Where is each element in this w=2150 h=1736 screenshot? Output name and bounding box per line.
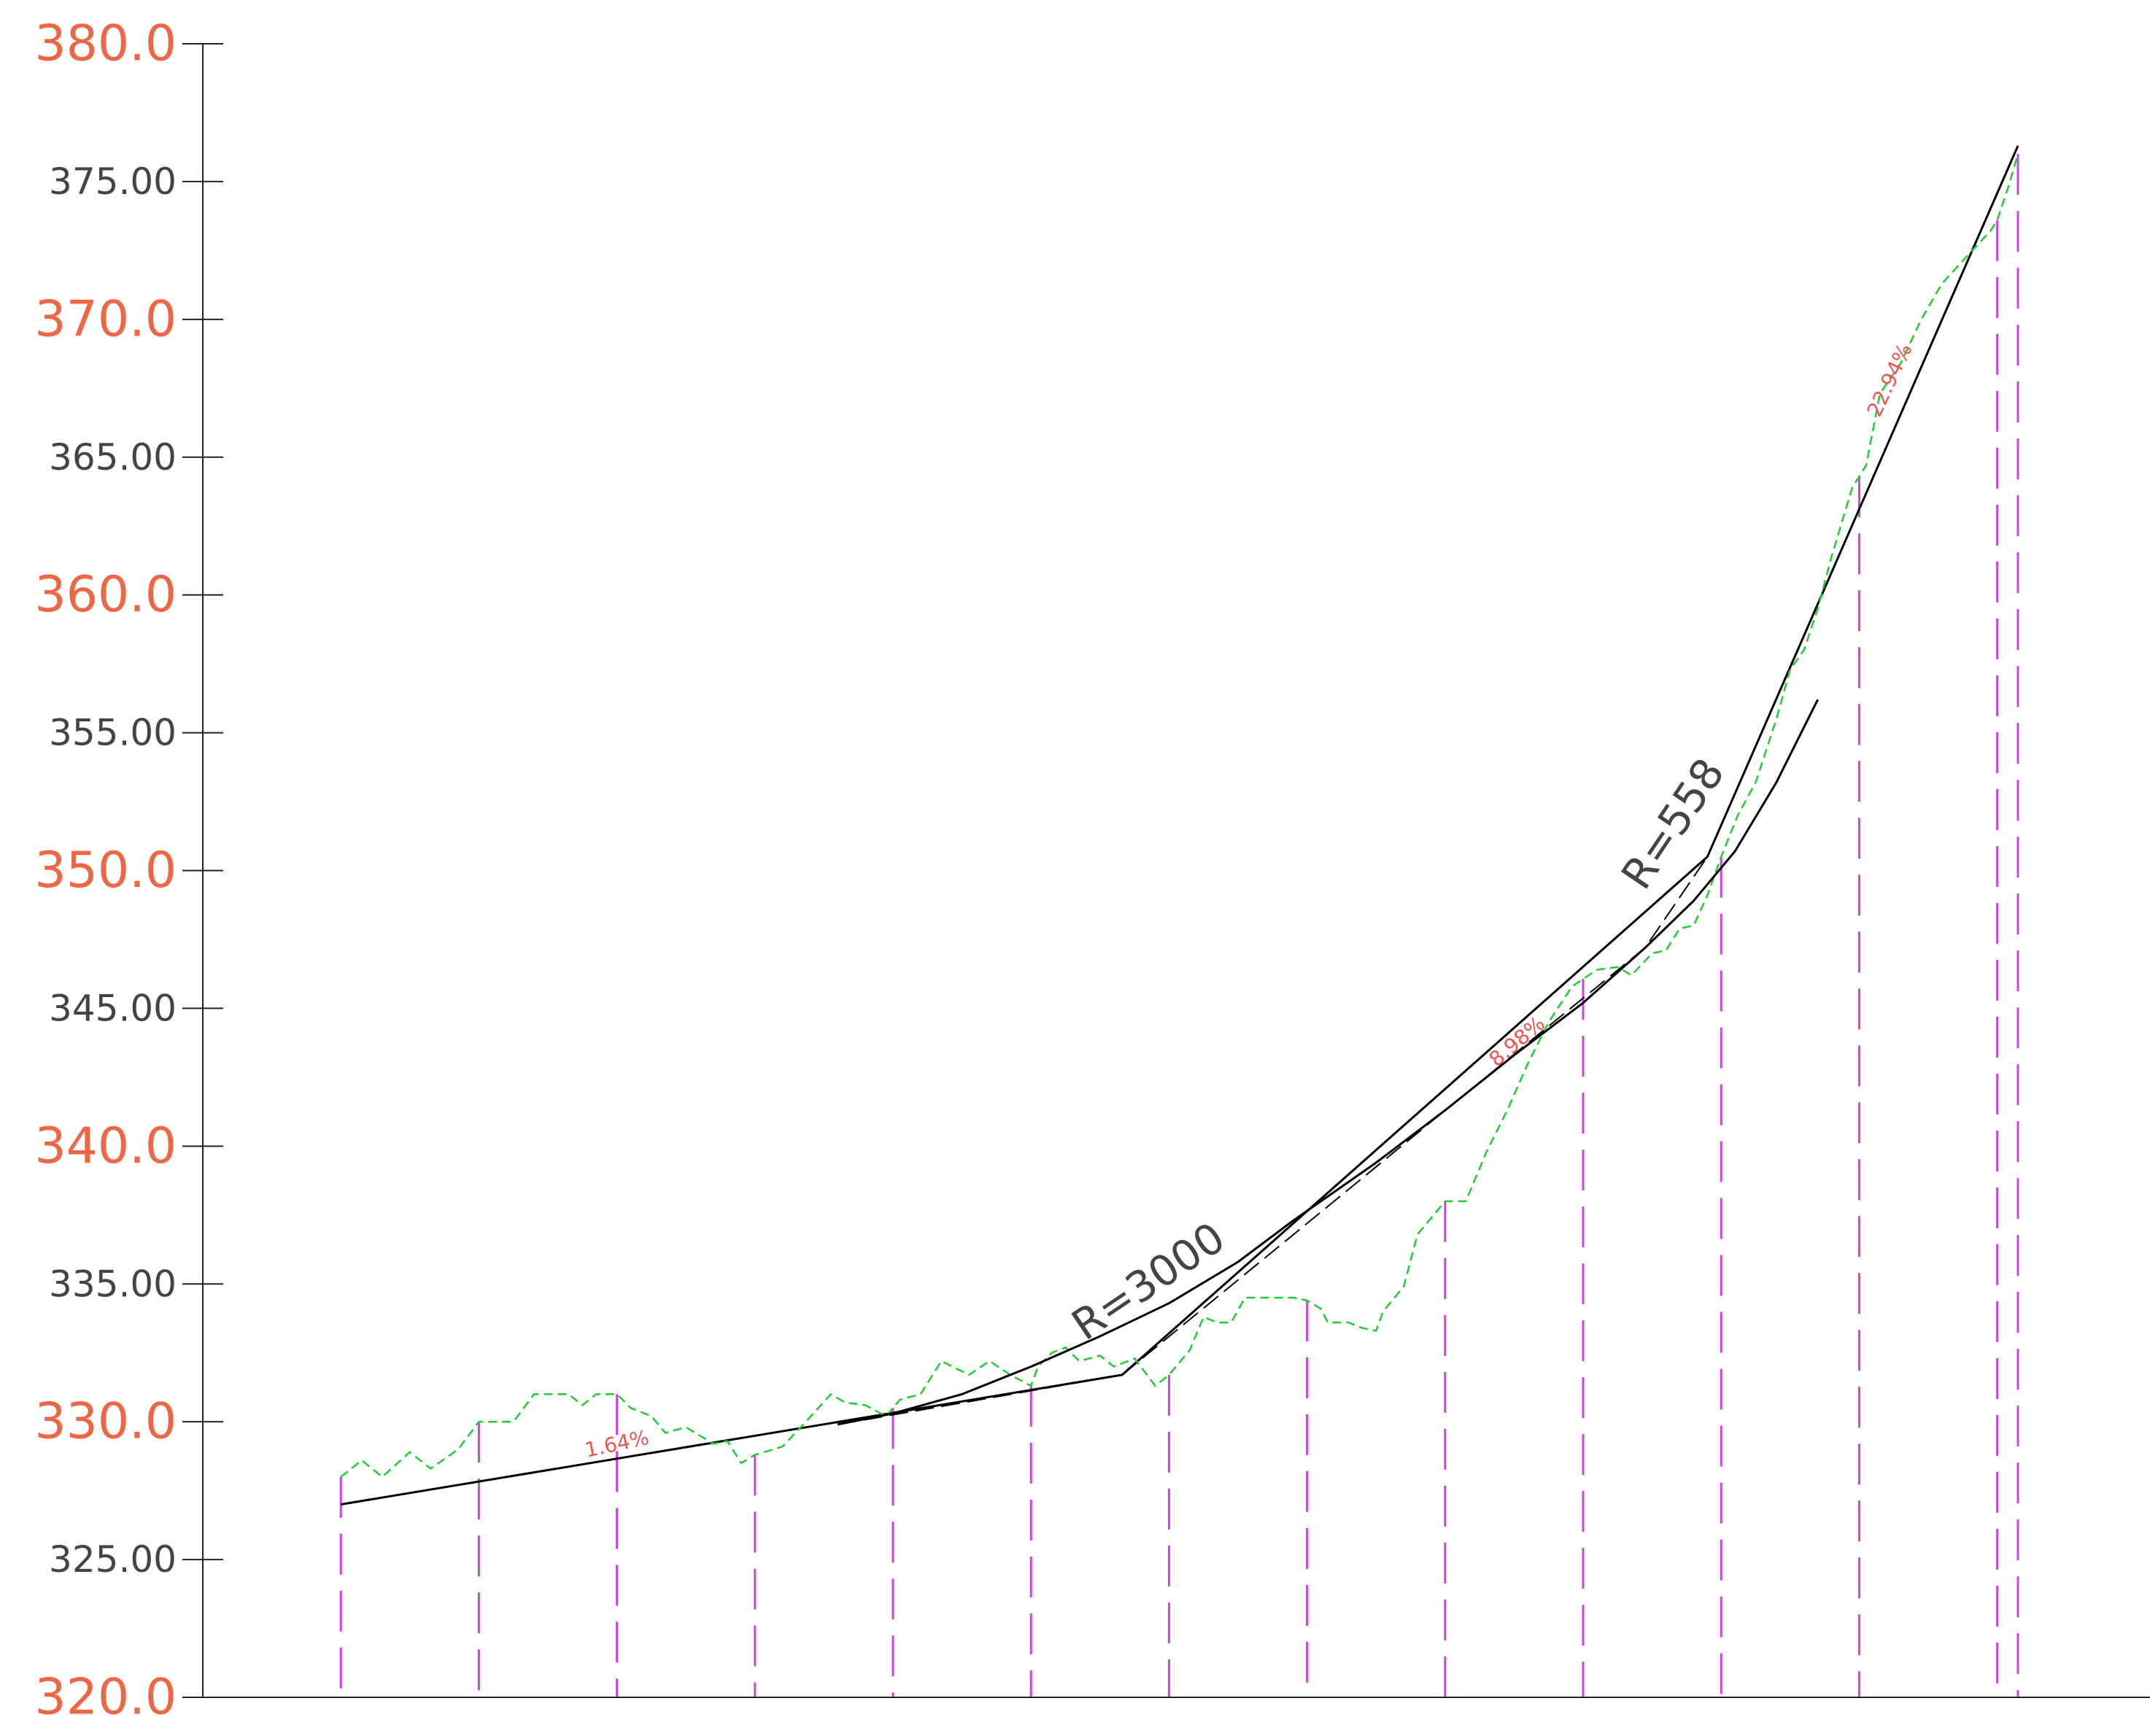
y-tick-label: 350.0 bbox=[34, 842, 177, 899]
y-tick-label: 320.0 bbox=[34, 1669, 177, 1727]
y-tick-label: 360.0 bbox=[34, 566, 177, 624]
ground-profile-line bbox=[340, 153, 2019, 1478]
y-tick-label: 335.00 bbox=[49, 1263, 177, 1305]
y-tick-label: 345.00 bbox=[49, 987, 177, 1029]
y-tick-label: 325.00 bbox=[49, 1538, 177, 1581]
y-tick-label: 355.00 bbox=[49, 712, 177, 754]
design-grade-line-line bbox=[340, 145, 2019, 1506]
y-ticks-group: 380.0 375.00 370.0 365.00 360.0 355.00 350.0 34… bbox=[34, 15, 223, 1727]
y-tick-label: 375.00 bbox=[49, 160, 177, 203]
y-axis-group bbox=[182, 44, 2150, 1698]
y-tick-label: 340.0 bbox=[34, 1117, 177, 1175]
secondary-dashed-grade-line bbox=[838, 856, 1709, 1425]
y-tick-label: 330.0 bbox=[34, 1393, 177, 1451]
series-group bbox=[340, 145, 2019, 1506]
station-lines-group bbox=[339, 154, 2019, 1697]
y-tick-label: 380.0 bbox=[34, 15, 177, 73]
y-tick-label: 370.0 bbox=[34, 290, 177, 348]
y-tick-label: 365.00 bbox=[49, 436, 177, 478]
vertical-curve-arc-line bbox=[838, 699, 1819, 1426]
grade-percent-label: 22.94% bbox=[1863, 340, 1917, 421]
curve-radius-label: R=3000 bbox=[1063, 1212, 1234, 1350]
